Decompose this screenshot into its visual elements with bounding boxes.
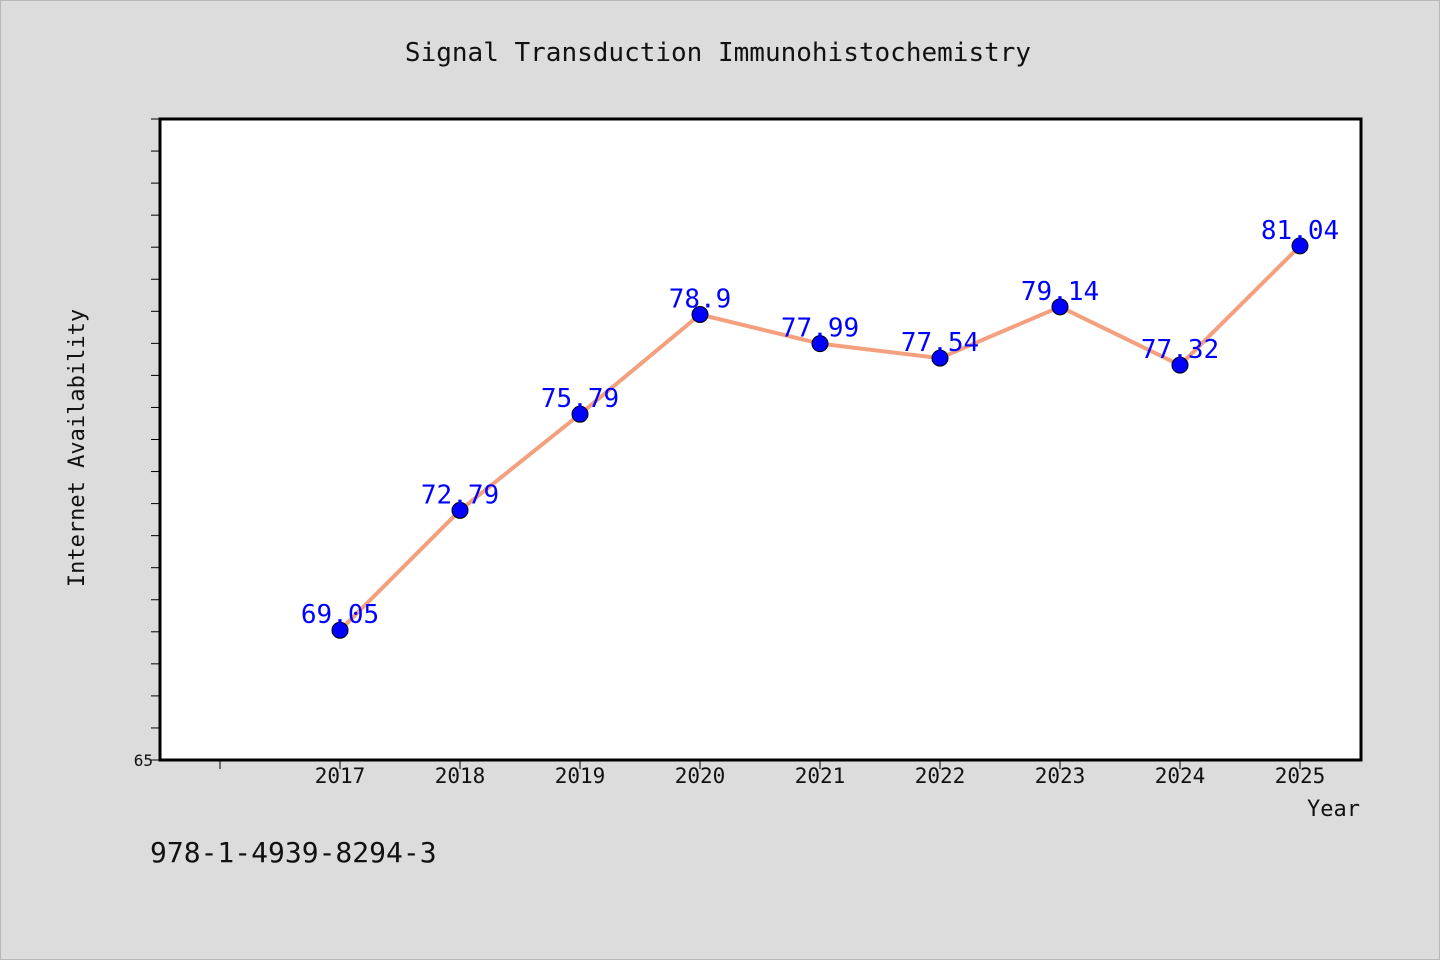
x-tick-label: 2017: [315, 764, 366, 788]
data-point-marker: [1291, 237, 1309, 255]
plot-area: [158, 117, 1363, 762]
x-tick-label: 2025: [1275, 764, 1326, 788]
data-label: 75.79: [541, 384, 619, 414]
y-axis-ticks: [151, 118, 160, 761]
data-point-marker: [571, 405, 589, 423]
data-point-marker: [1171, 356, 1189, 374]
x-tick-label: 2023: [1035, 764, 1086, 788]
data-label: 81.04: [1261, 216, 1339, 246]
data-label: 77.32: [1141, 335, 1219, 365]
y-tick-label-min: 65: [134, 751, 153, 770]
marker-layer: [331, 237, 1309, 639]
data-point-marker: [331, 621, 349, 639]
data-label: 79.14: [1021, 277, 1099, 307]
isbn-text: 978-1-4939-8294-3: [150, 836, 437, 869]
y-axis-label: Internet Availability: [65, 309, 90, 587]
data-label: 77.99: [781, 314, 859, 344]
data-label: 77.54: [901, 328, 979, 358]
data-label-layer: 69.05 72.79 75.79 78.9 77.99 77.54 79.14 77.32 8…: [301, 216, 1339, 630]
x-tick-label: 2022: [915, 764, 966, 788]
data-point-marker: [811, 335, 829, 353]
x-tick-label: 2020: [675, 764, 726, 788]
data-point-marker: [451, 501, 469, 519]
data-label: 72.79: [421, 480, 499, 510]
data-point-marker: [691, 306, 709, 324]
data-label: 69.05: [301, 600, 379, 630]
data-label: 78.9: [669, 285, 732, 315]
x-tick-labels: 2017 2018 2019 2020 2021 2022 2023 2024 2025: [315, 764, 1326, 788]
x-tick-label: 2024: [1155, 764, 1206, 788]
data-point-marker: [931, 349, 949, 367]
x-axis-label: Year: [1307, 797, 1360, 822]
data-point-marker: [1051, 298, 1069, 316]
x-tick-label: 2018: [435, 764, 486, 788]
x-axis-ticks: [219, 760, 1301, 769]
chart-title: Signal Transduction Immunohistochemistry: [405, 38, 1031, 68]
x-tick-label: 2019: [555, 764, 606, 788]
x-tick-label: 2021: [795, 764, 846, 788]
